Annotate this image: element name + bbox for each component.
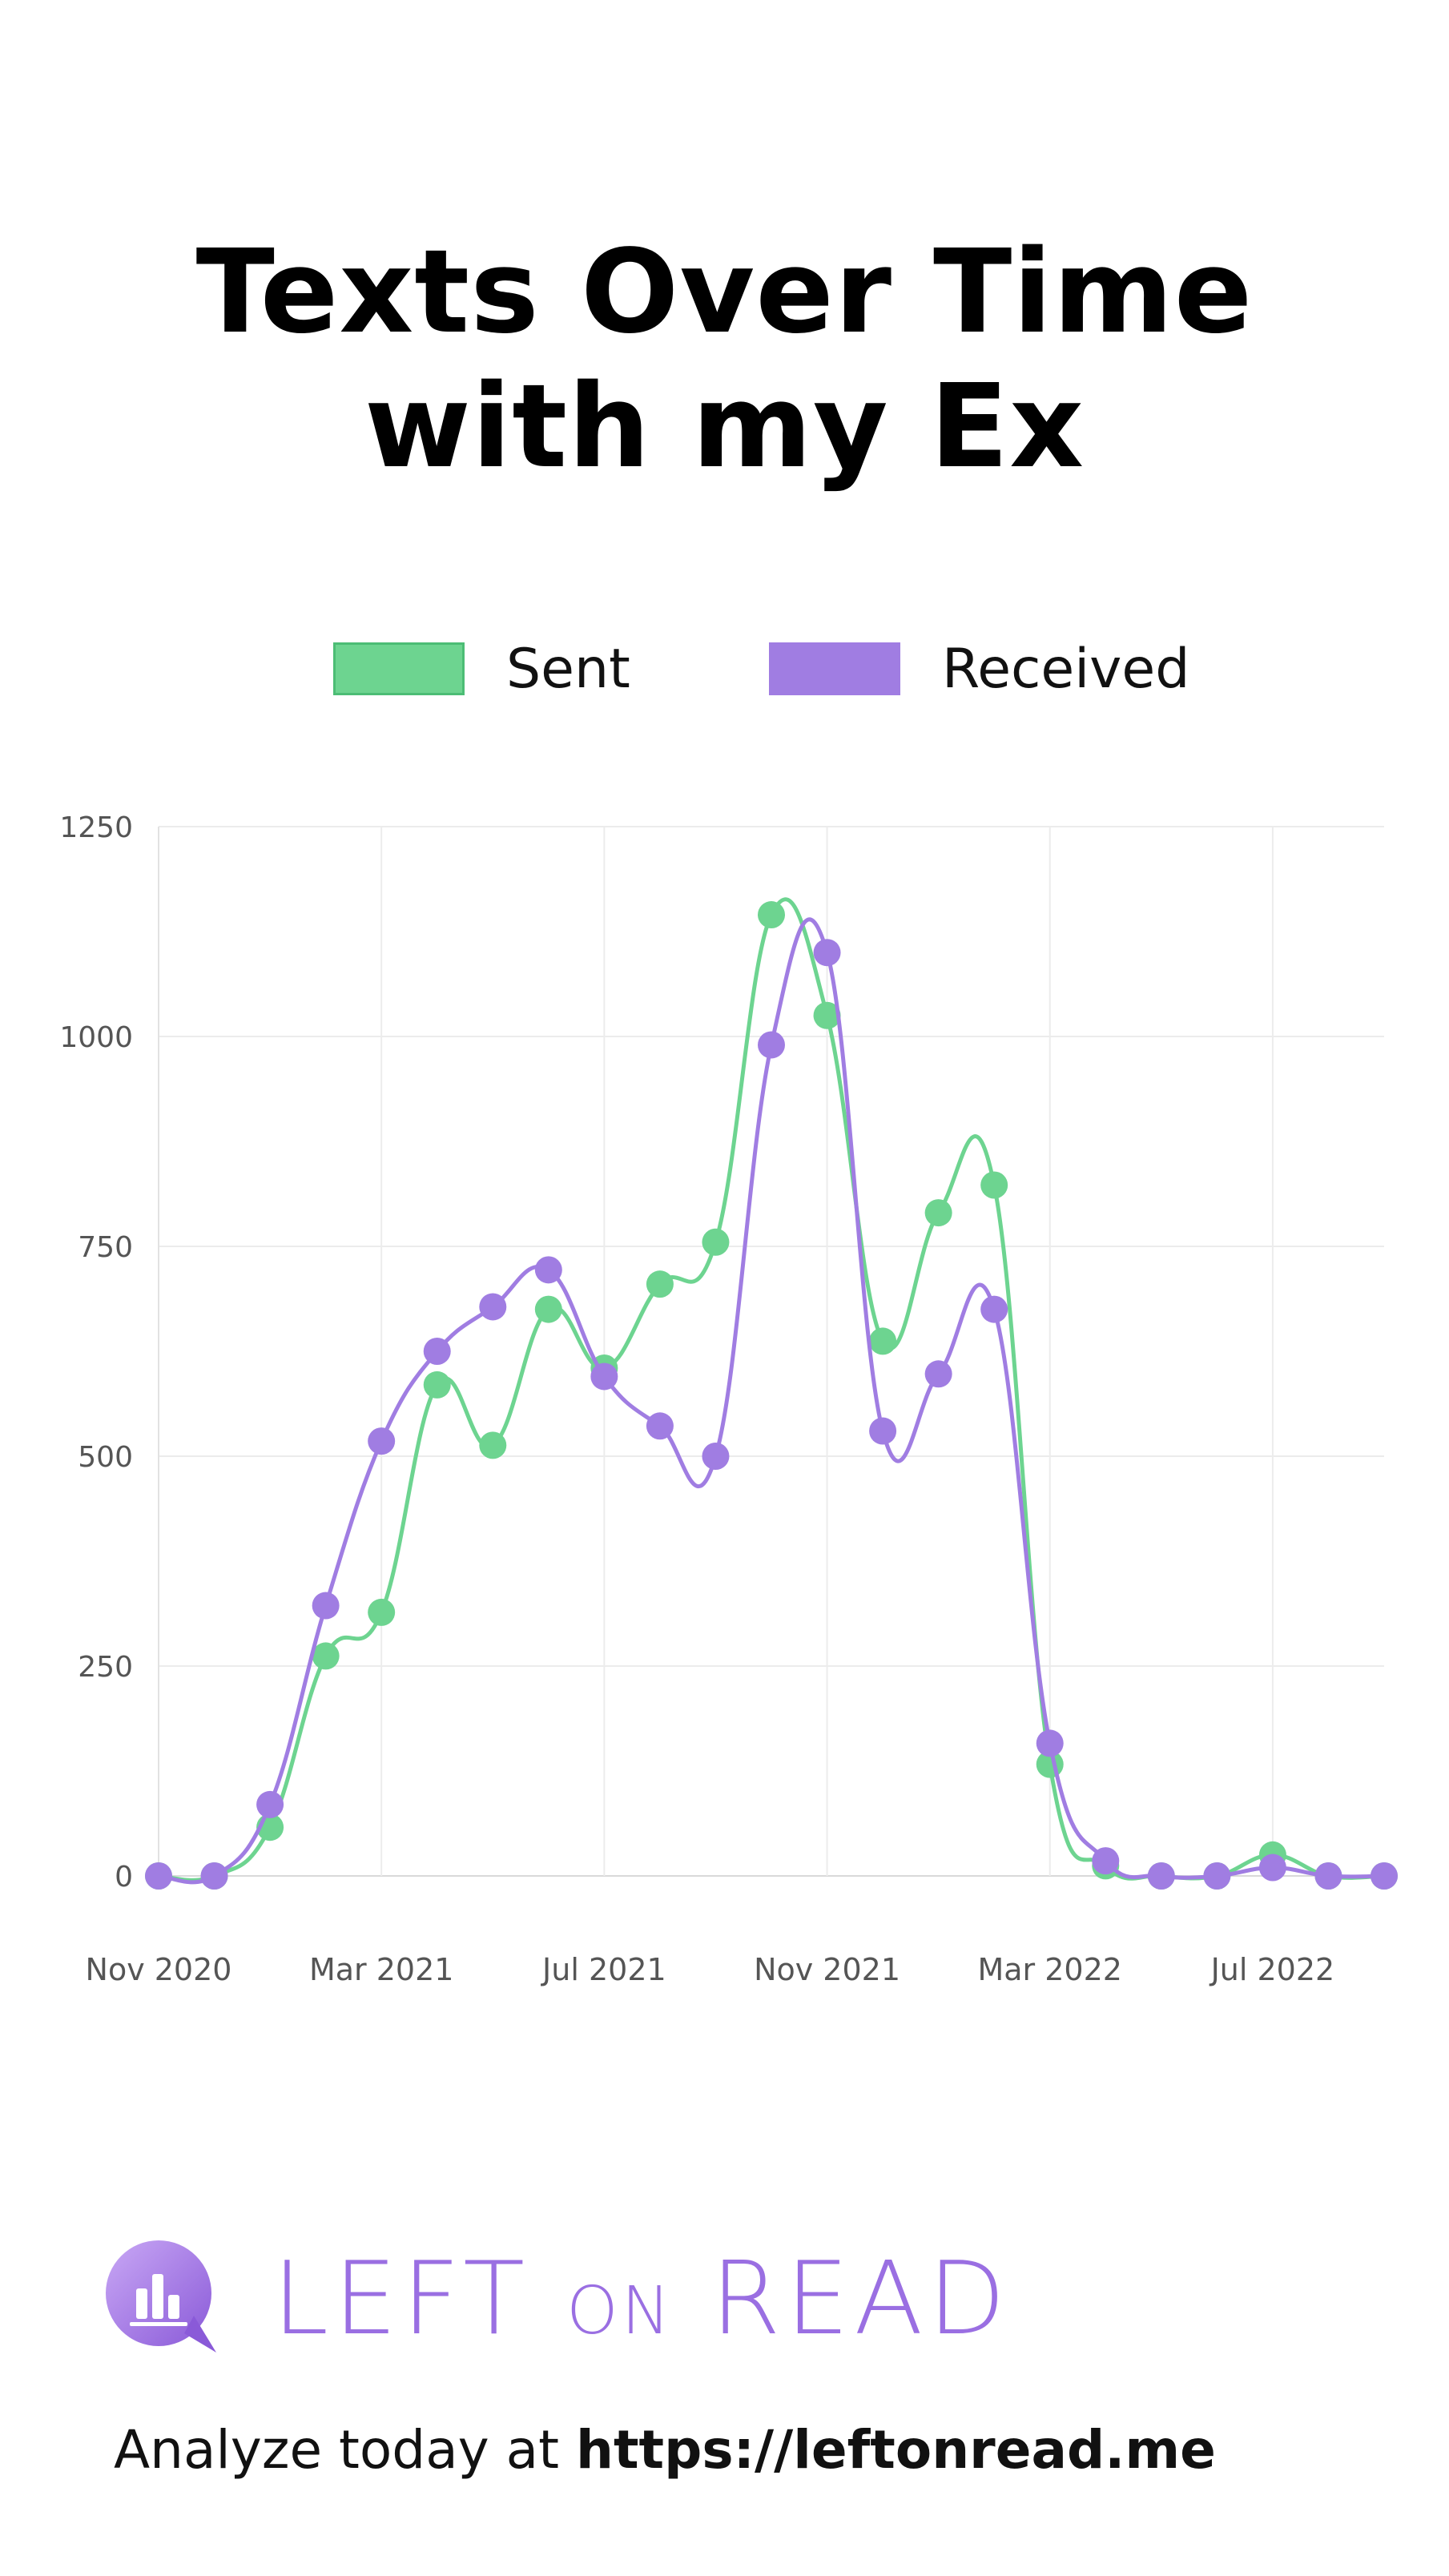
line-chart: 0 250 500 750 1000 1250 Nov 2020 Mar 2021 Jul 20… bbox=[59, 811, 1398, 1987]
data-point-received bbox=[200, 1862, 228, 1890]
data-point-received bbox=[1036, 1729, 1064, 1757]
data-point-received bbox=[590, 1362, 618, 1391]
legend-swatch-sent bbox=[333, 642, 465, 695]
legend-item-received[interactable]: Received bbox=[769, 638, 1189, 701]
data-point-sent bbox=[646, 1270, 674, 1298]
y-tick-label: 500 bbox=[78, 1441, 133, 1474]
legend-label-received: Received bbox=[942, 637, 1190, 701]
y-tick-label: 1250 bbox=[59, 811, 133, 844]
data-point-sent bbox=[869, 1327, 897, 1355]
data-point-received bbox=[869, 1417, 897, 1445]
data-point-sent bbox=[758, 901, 785, 929]
data-point-received bbox=[534, 1256, 562, 1284]
x-tick-label: Mar 2021 bbox=[309, 1952, 453, 1987]
brand-word-read: READ bbox=[710, 2240, 1011, 2357]
data-point-received bbox=[256, 1790, 284, 1818]
chart-title-line-2: with my Ex bbox=[364, 359, 1085, 493]
data-point-sent bbox=[980, 1171, 1008, 1199]
data-point-received bbox=[980, 1295, 1008, 1323]
data-point-sent bbox=[813, 1001, 841, 1029]
chart-legend: Sent Received bbox=[0, 638, 1449, 701]
brand-word-left: LEFT bbox=[272, 2240, 530, 2357]
y-tick-label: 1000 bbox=[59, 1021, 133, 1054]
footer-url-link[interactable]: https://leftonread.me bbox=[575, 2419, 1216, 2481]
legend-swatch-received bbox=[769, 642, 900, 695]
data-point-received bbox=[368, 1427, 396, 1455]
y-tick-label: 250 bbox=[78, 1651, 133, 1684]
chart-title: Texts Over Time with my Ex bbox=[0, 224, 1449, 493]
legend-item-sent[interactable]: Sent bbox=[333, 638, 630, 701]
data-point-sent bbox=[368, 1598, 396, 1626]
data-point-received bbox=[145, 1862, 172, 1890]
x-tick-label: Nov 2020 bbox=[86, 1952, 232, 1987]
data-point-received bbox=[1258, 1854, 1286, 1882]
data-point-received bbox=[924, 1360, 952, 1388]
data-point-sent bbox=[924, 1199, 952, 1227]
data-point-received bbox=[646, 1412, 674, 1440]
series-line-received bbox=[158, 917, 1385, 1885]
data-point-received bbox=[1147, 1862, 1175, 1890]
y-tick-label: 0 bbox=[115, 1861, 133, 1894]
x-tick-label: Mar 2022 bbox=[977, 1952, 1121, 1987]
footer-prefix: Analyze today at bbox=[114, 2419, 576, 2481]
x-tick-label: Jul 2021 bbox=[541, 1952, 666, 1987]
data-point-received bbox=[1314, 1862, 1342, 1890]
brand-word-on: ON bbox=[566, 2273, 674, 2349]
data-point-sent bbox=[423, 1371, 451, 1399]
data-point-received bbox=[702, 1443, 730, 1470]
data-point-received bbox=[1371, 1862, 1398, 1890]
data-point-sent bbox=[312, 1642, 340, 1670]
footer-cta: Analyze today at https://leftonread.me bbox=[114, 2419, 1216, 2481]
brand-logo: LEFT ON READ bbox=[104, 2235, 1005, 2371]
data-point-received bbox=[423, 1338, 451, 1365]
data-point-sent bbox=[479, 1431, 507, 1459]
chart-bubble-icon bbox=[106, 2240, 216, 2353]
data-point-received bbox=[1203, 1862, 1231, 1890]
x-tick-label: Jul 2022 bbox=[1210, 1952, 1335, 1987]
data-point-received bbox=[1092, 1847, 1120, 1875]
data-point-received bbox=[312, 1592, 340, 1620]
chart-title-line-1: Texts Over Time bbox=[195, 224, 1254, 359]
brand-wordmark: LEFT ON READ bbox=[272, 2235, 1010, 2376]
data-point-sent bbox=[702, 1228, 730, 1256]
data-point-sent bbox=[534, 1295, 562, 1323]
legend-label-sent: Sent bbox=[506, 637, 630, 701]
data-point-received bbox=[813, 939, 841, 967]
y-tick-label: 750 bbox=[78, 1231, 133, 1264]
data-point-received bbox=[479, 1293, 507, 1321]
x-tick-label: Nov 2021 bbox=[754, 1952, 900, 1987]
data-point-received bbox=[758, 1031, 785, 1059]
